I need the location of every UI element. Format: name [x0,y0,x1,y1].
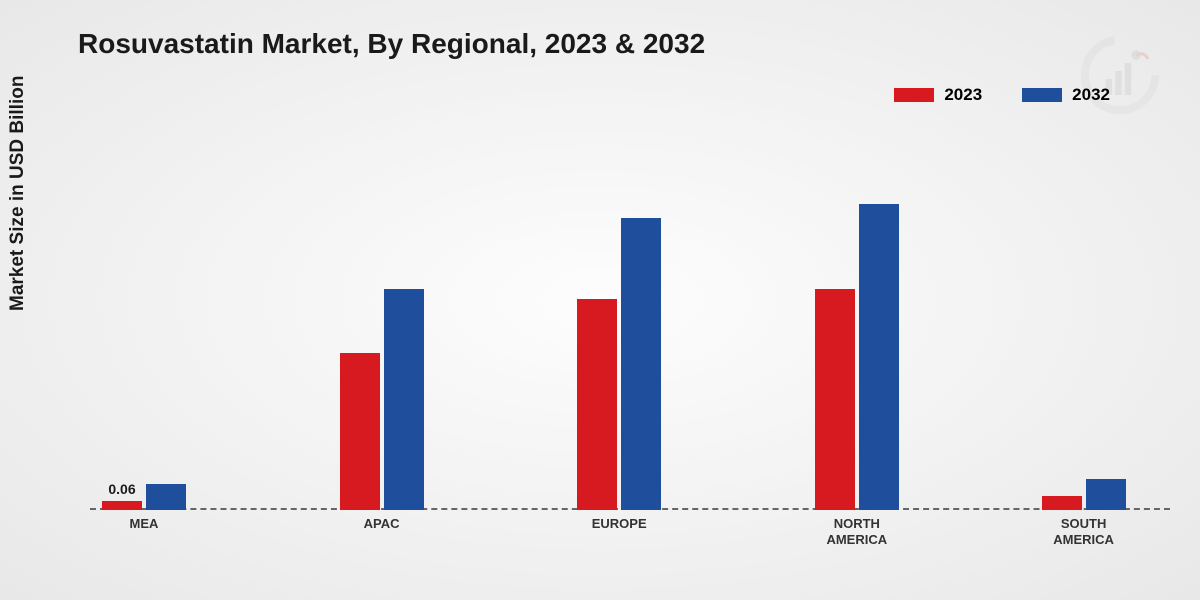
bar-2023 [1042,496,1082,510]
legend: 2023 2032 [894,85,1110,105]
legend-label-2023: 2023 [944,85,982,105]
bar-group: APAC [322,289,442,510]
bar-2023 [340,353,380,510]
bar-2023: 0.06 [102,501,142,510]
x-tick-label: APAC [302,516,462,532]
y-axis-label: Market Size in USD Billion [7,76,29,311]
bar-2032 [621,218,661,510]
legend-swatch-2032 [1022,88,1062,102]
legend-item-2032: 2032 [1022,85,1110,105]
bar-2032 [384,289,424,510]
bar-2032 [146,484,186,510]
bar-2032 [1086,479,1126,510]
chart-title: Rosuvastatin Market, By Regional, 2023 &… [78,28,705,60]
plot-area: 0.06MEAAPACEUROPENORTHAMERICASOUTHAMERIC… [90,140,1170,510]
bar-group: NORTHAMERICA [797,204,917,510]
x-tick-label: NORTHAMERICA [777,516,937,547]
x-tick-label: MEA [64,516,224,532]
bar-value-label: 0.06 [108,481,135,497]
bar-group: EUROPE [559,218,679,510]
bar-2023 [815,289,855,510]
bar-2032 [859,204,899,510]
bar-group: 0.06MEA [84,484,204,510]
x-tick-label: EUROPE [539,516,699,532]
legend-label-2032: 2032 [1072,85,1110,105]
x-tick-label: SOUTHAMERICA [1004,516,1164,547]
legend-swatch-2023 [894,88,934,102]
bar-2023 [577,299,617,510]
legend-item-2023: 2023 [894,85,982,105]
bar-group: SOUTHAMERICA [1024,479,1144,510]
